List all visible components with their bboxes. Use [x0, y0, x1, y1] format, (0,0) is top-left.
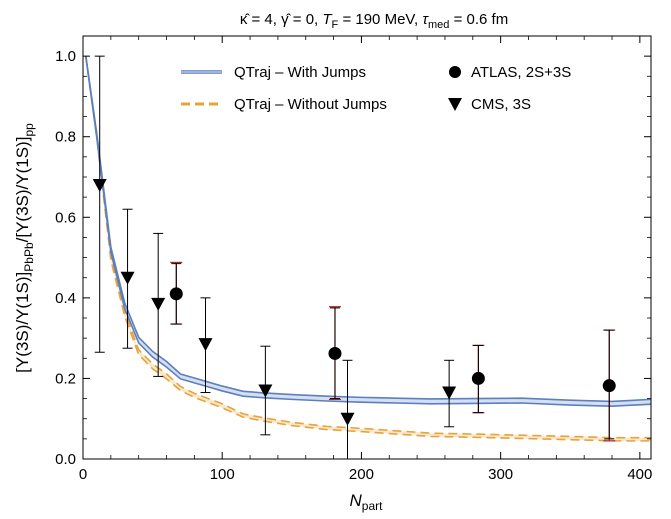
x-tick-label-0: 0 [79, 466, 87, 483]
cms-marker [92, 179, 107, 193]
cms-point [340, 359, 355, 460]
cms-point [442, 359, 457, 428]
atlas-point [328, 306, 342, 400]
atlas-marker [169, 287, 183, 301]
atlas-marker [471, 371, 485, 385]
band-lower-line [84, 56, 652, 408]
legend-label-without-jumps: QTraj – Without Jumps [234, 96, 387, 113]
legend-marker-cms [448, 98, 462, 111]
cms-point [120, 208, 135, 349]
y-tick-label-0.4: 0.4 [55, 290, 76, 307]
band-upper-line [84, 56, 652, 403]
y-tick-label-0.6: 0.6 [55, 209, 76, 226]
x-tick-label-300: 300 [488, 466, 513, 483]
series-without-jumps [84, 56, 652, 442]
y-tick-label-1: 1.0 [55, 48, 76, 65]
band-lower-line [84, 56, 651, 442]
legend-item-without-jumps: QTraj – Without Jumps [181, 96, 387, 113]
atlas-point [471, 344, 485, 414]
series-layer [84, 55, 652, 460]
legend-label-with-jumps: QTraj – With Jumps [234, 64, 366, 81]
cms-point [198, 297, 213, 394]
x-axis-label: Npart [350, 491, 384, 513]
legend-label-atlas: ATLAS, 2S+3S [471, 64, 571, 81]
band-upper-line [84, 56, 651, 439]
plot-frame [82, 35, 652, 460]
chart-title: κ̂ = 4, γ̂ = 0, TF = 190 MeV, τmed = 0.6… [240, 11, 508, 31]
legend-label-cms: CMS, 3S [471, 96, 531, 113]
y-tick-label-0.2: 0.2 [55, 370, 76, 387]
legend-marker-atlas [449, 66, 461, 78]
atlas-point [602, 329, 616, 442]
cms-marker [340, 412, 355, 426]
atlas-marker [328, 346, 342, 360]
y-axis-label: [Υ(3S)/Υ(1S)]PbPb/[Υ(3S)/Υ(1S)]pp [13, 123, 36, 373]
x-tick-label-100: 100 [210, 466, 235, 483]
legend-item-cms: CMS, 3S [448, 96, 531, 113]
legend-item-with-jumps: QTraj – With Jumps [181, 64, 366, 81]
atlas-point [169, 261, 183, 325]
cms-point [151, 232, 166, 377]
cms-point [258, 345, 273, 436]
tick-layer: 0 100 200 300 400 0.0 0.2 0.4 0.6 0.8 1.0 [55, 36, 652, 483]
legend-item-atlas: ATLAS, 2S+3S [449, 64, 571, 81]
x-tick-label-200: 200 [349, 466, 374, 483]
series-cms [92, 55, 457, 460]
x-tick-label-400: 400 [627, 466, 652, 483]
cms-marker [442, 386, 457, 400]
cms-marker [258, 384, 273, 398]
y-tick-label-0.8: 0.8 [55, 129, 76, 146]
legend: QTraj – With Jumps QTraj – Without Jumps… [181, 64, 571, 113]
series-atlas [169, 261, 616, 442]
y-tick-label-0: 0.0 [55, 451, 76, 468]
cms-point [92, 55, 107, 353]
cms-marker [198, 338, 213, 352]
band-fill [85, 56, 652, 441]
cms-marker [120, 271, 135, 285]
atlas-marker [602, 379, 616, 393]
cms-marker [151, 297, 166, 311]
series-with-jumps [84, 56, 652, 408]
